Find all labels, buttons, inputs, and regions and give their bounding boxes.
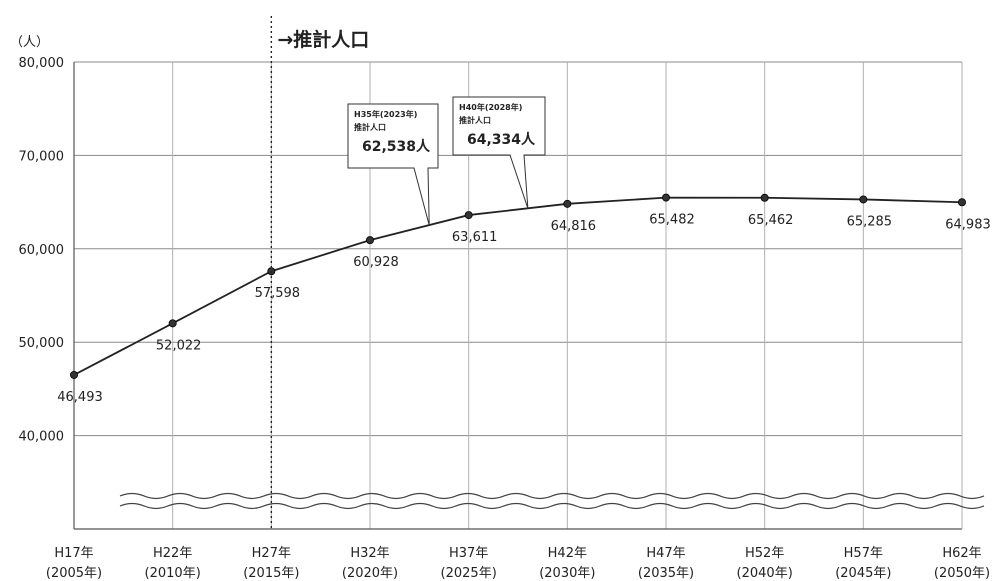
- x-tick-year-7: (2040年): [737, 566, 793, 581]
- data-point-1: [168, 319, 177, 328]
- x-tick-year-2: (2015年): [243, 566, 299, 581]
- data-point-7: [760, 193, 769, 202]
- data-point-0: [70, 370, 79, 379]
- x-tick-labels: H17年 (2005年) H22年 (2010年) H27年 (2015年) H32年 (20…: [46, 546, 990, 581]
- callout-box-0: [347, 103, 439, 226]
- callout-line2-1: 推計人口: [459, 115, 491, 125]
- x-tick-year-9: (2050年): [934, 566, 990, 581]
- x-tick-year-0: (2005年): [46, 566, 102, 581]
- y-tick-label-4: 80,000: [19, 56, 65, 71]
- data-point-3: [365, 236, 374, 245]
- break-wave-0: [119, 492, 985, 500]
- data-label-6: 65,482: [649, 213, 695, 228]
- y-tick-label-1: 50,000: [19, 336, 65, 351]
- data-point-8: [859, 195, 868, 204]
- x-tick-era-9: H62年: [942, 546, 981, 561]
- data-label-8: 65,285: [847, 214, 893, 229]
- data-point-6: [662, 193, 671, 202]
- callout-line2-0: 推計人口: [354, 122, 386, 132]
- x-tick-year-5: (2030年): [539, 566, 595, 581]
- callouts: H35年(2023年) 推計人口 62,538人 H40年(2028年) 推計人口 64,…: [347, 96, 546, 226]
- x-tick-era-8: H57年: [844, 546, 883, 561]
- x-tick-era-3: H32年: [350, 546, 389, 561]
- y-tick-labels: 40,000 50,000 60,000 70,000 80,000: [19, 56, 65, 445]
- x-tick-era-2: H27年: [252, 546, 291, 561]
- y-tick-label-3: 70,000: [19, 149, 65, 164]
- x-tick-year-8: (2045年): [835, 566, 891, 581]
- population-series: [70, 193, 967, 379]
- data-label-5: 64,816: [551, 219, 597, 234]
- data-label-0: 46,493: [57, 390, 103, 405]
- y-unit-label: （人）: [10, 35, 49, 50]
- x-tick-era-0: H17年: [54, 546, 93, 561]
- data-label-2: 57,598: [255, 286, 301, 301]
- x-tick-year-4: (2025年): [441, 566, 497, 581]
- x-tick-year-3: (2020年): [342, 566, 398, 581]
- data-label-7: 65,462: [748, 213, 794, 228]
- x-tick-era-4: H37年: [449, 546, 488, 561]
- axis-break-marks: [119, 492, 985, 510]
- y-tick-label-2: 60,000: [19, 243, 65, 258]
- x-tick-era-1: H22年: [153, 546, 192, 561]
- callout-line1-0: H35年(2023年): [354, 109, 417, 119]
- x-tick-era-6: H47年: [646, 546, 685, 561]
- callout-line1-1: H40年(2028年): [459, 102, 522, 112]
- data-label-9: 64,983: [945, 217, 991, 232]
- data-point-4: [464, 211, 473, 220]
- x-tick-era-5: H42年: [548, 546, 587, 561]
- x-tick-year-6: (2035年): [638, 566, 694, 581]
- callout-value-0: 62,538人: [362, 138, 431, 155]
- callout-box-1: [452, 96, 546, 209]
- data-labels: 46,493 52,022 57,598 60,928 63,611 64,816 65,4…: [57, 213, 991, 405]
- data-point-9: [958, 198, 967, 207]
- projection-label: →推計人口: [277, 28, 369, 51]
- callout-value-1: 64,334人: [467, 131, 536, 148]
- x-tick-year-1: (2010年): [145, 566, 201, 581]
- break-wave-1: [119, 502, 985, 510]
- x-tick-era-7: H52年: [745, 546, 784, 561]
- y-tick-label-0: 40,000: [19, 430, 65, 445]
- data-point-5: [563, 199, 572, 208]
- data-label-3: 60,928: [353, 255, 399, 270]
- data-label-1: 52,022: [156, 338, 202, 353]
- data-label-4: 63,611: [452, 230, 498, 245]
- axes: [73, 62, 963, 530]
- population-line: [73, 196, 963, 376]
